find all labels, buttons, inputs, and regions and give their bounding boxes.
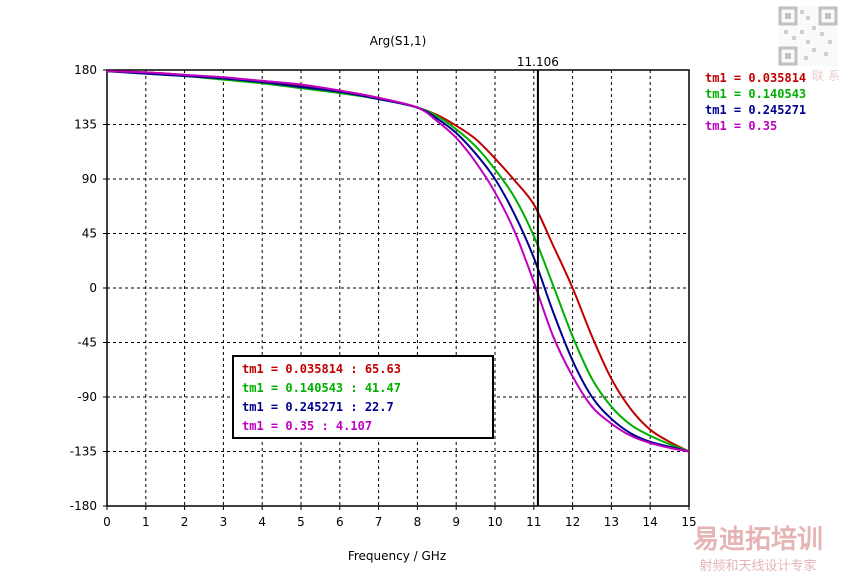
x-tick-label: 4 — [258, 515, 266, 529]
y-tick-label: 135 — [74, 118, 97, 132]
series-line-2 — [106, 70, 690, 453]
y-tick-label: -45 — [77, 336, 97, 350]
qr-code-icon — [778, 6, 838, 66]
marker-label: 11.106 — [517, 55, 559, 69]
annotation-entry-4: tm1 = 0.35 : 4.107 — [242, 419, 372, 433]
legend-entry-2: tm1 = 0.140543 — [705, 87, 806, 101]
legend-entry-4: tm1 = 0.35 — [705, 119, 777, 133]
series-line-4 — [106, 70, 690, 453]
x-tick-label: 8 — [414, 515, 422, 529]
series-line-3 — [106, 70, 690, 453]
watermark-corner-text: 联 系 — [812, 69, 840, 83]
chart-title: Arg(S1,1) — [370, 34, 427, 48]
y-tick-label: 0 — [89, 281, 97, 295]
y-tick-label: 45 — [82, 227, 97, 241]
watermark-title: 易迪拓培训 — [693, 525, 823, 555]
annotation-box-frame — [232, 355, 494, 439]
x-tick-label: 10 — [487, 515, 502, 529]
x-tick-label: 0 — [103, 515, 111, 529]
x-tick-label: 5 — [297, 515, 305, 529]
x-tick-label: 6 — [336, 515, 344, 529]
y-tick-label: -180 — [70, 499, 97, 513]
x-tick-label: 15 — [681, 515, 696, 529]
annotation-entries: tm1 = 0.035814 : 65.63 tm1 = 0.140543 : 4… — [242, 362, 401, 433]
watermark-subtitle: 射频和天线设计专家 — [699, 558, 816, 574]
annotation-entry-3: tm1 = 0.245271 : 22.7 — [242, 400, 394, 414]
legend: tm1 = 0.035814 tm1 = 0.140543 tm1 = 0.2452… — [705, 71, 806, 133]
series-lines — [106, 70, 690, 453]
legend-entry-1: tm1 = 0.035814 — [705, 71, 806, 85]
x-tick-label: 14 — [643, 515, 658, 529]
y-tick-label: 180 — [74, 63, 97, 77]
plot-frame — [106, 69, 690, 507]
y-tick-label: -90 — [77, 390, 97, 404]
x-axis-label: Frequency / GHz — [348, 549, 446, 563]
annotation-entry-1: tm1 = 0.035814 : 65.63 — [242, 362, 401, 376]
x-tick-label: 13 — [604, 515, 619, 529]
grid — [107, 70, 689, 506]
x-tick-label: 12 — [565, 515, 580, 529]
annotation-box: tm1 = 0.035814 : 65.63 tm1 = 0.140543 : 4… — [232, 355, 494, 439]
y-tick-label: -135 — [70, 445, 97, 459]
x-tick-label: 7 — [375, 515, 383, 529]
x-tick-label: 3 — [220, 515, 228, 529]
axis-ticks: 0 1 2 3 4 5 6 7 8 9 10 11 12 13 14 1518013590450-45-90-… — [70, 63, 697, 529]
y-tick-label: 90 — [82, 172, 97, 186]
x-tick-label: 11 — [526, 515, 541, 529]
legend-entry-3: tm1 = 0.245271 — [705, 103, 806, 117]
annotation-entry-2: tm1 = 0.140543 : 41.47 — [242, 381, 401, 395]
x-tick-label: 1 — [142, 515, 150, 529]
x-tick-label: 9 — [452, 515, 460, 529]
x-tick-label: 2 — [181, 515, 189, 529]
